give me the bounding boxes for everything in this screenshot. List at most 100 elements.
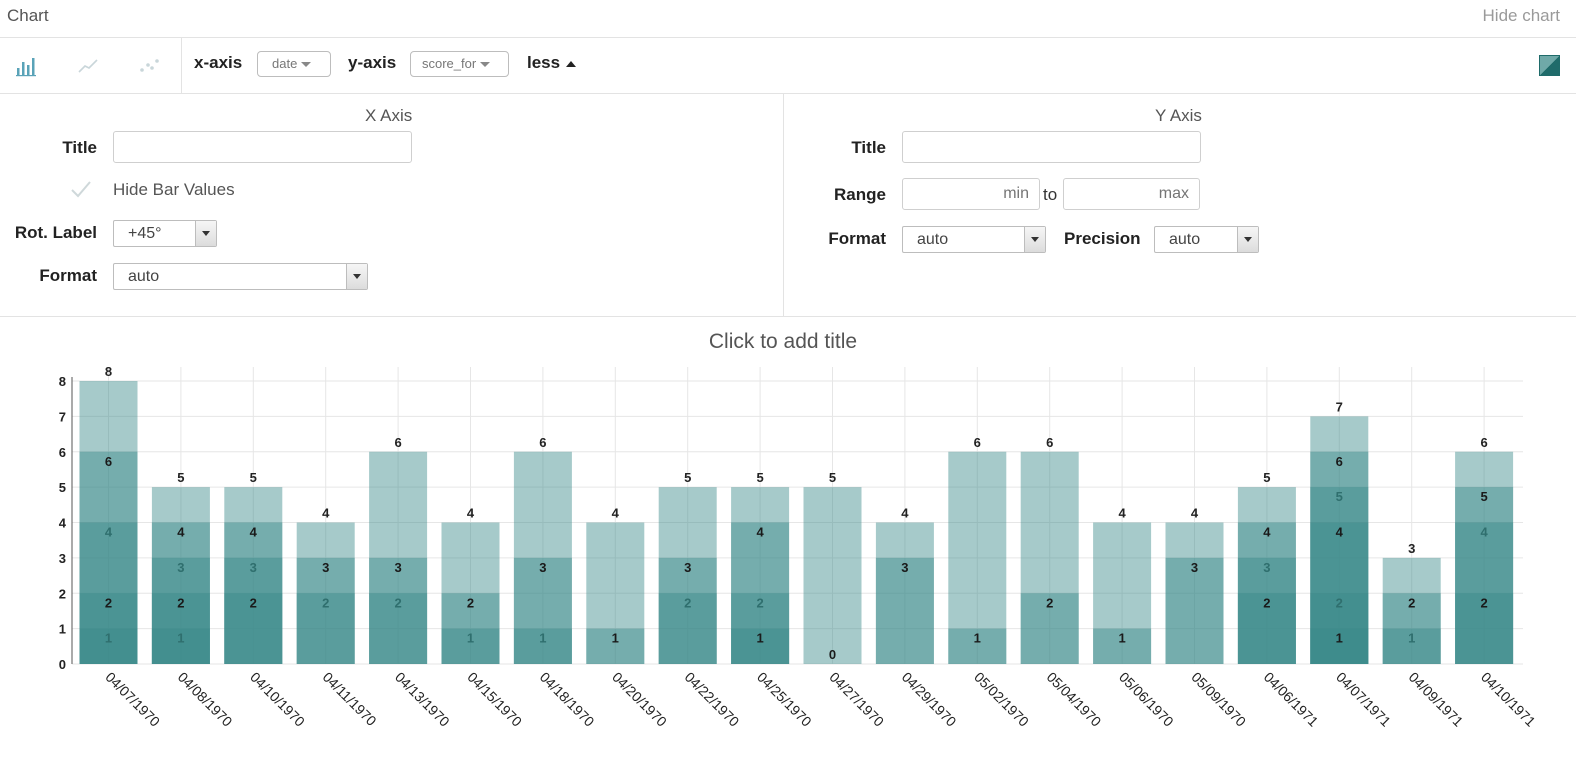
x-tick-label: 04/29/1970 [899, 669, 960, 730]
bar-value-label: 4 [250, 525, 258, 540]
bar-value-label: 4 [756, 525, 764, 540]
bar [151, 593, 210, 664]
x-tick-label: 05/09/1970 [1188, 669, 1249, 730]
range-max-input[interactable] [1063, 178, 1200, 210]
bar-value-label: 5 [1263, 470, 1270, 485]
bar-value-label: 6 [1046, 435, 1053, 450]
bar [369, 557, 428, 664]
x-axis-dropdown[interactable]: date [257, 51, 331, 77]
x-axis-dropdown-value: date [272, 56, 298, 71]
bar-value-label: 4 [1263, 525, 1271, 540]
bar [1237, 593, 1296, 664]
bar-value-label: 2 [177, 595, 184, 610]
bar [948, 628, 1007, 664]
bar [1310, 628, 1369, 664]
bar [224, 593, 283, 664]
bar-chart: 0 1 2 3 4 5 6 7 8 8 6 4 2 1 5 4 3 2 1 5 4 3 2 4 3 2 6 3 2 4 2 1 6 3 1 4 1 5 3 2… [59, 364, 1539, 730]
bar-value-label: 2 [1408, 595, 1415, 610]
y-format-select[interactable]: auto [902, 226, 1046, 253]
bar-value-label: 6 [974, 435, 981, 450]
bar [1020, 593, 1079, 664]
bar-value-label: 2 [1336, 595, 1343, 610]
rot-label-select[interactable]: +45° [113, 220, 217, 247]
bar-value-label: 2 [756, 595, 763, 610]
chevron-up-icon [566, 60, 577, 67]
y-tick-label: 1 [59, 622, 66, 637]
bar-value-label: 0 [829, 647, 836, 662]
bar [441, 593, 500, 664]
bar-value-label: 3 [1191, 560, 1198, 575]
bar [151, 628, 210, 664]
x-tick-label: 04/06/1971 [1261, 669, 1322, 730]
bar [1310, 487, 1369, 664]
bar-value-label: 4 [1336, 525, 1344, 540]
y-axis-section-title: Y Axis [1155, 106, 1202, 125]
bar [586, 522, 645, 664]
x-title-input[interactable] [113, 131, 412, 163]
hide-bar-values-label[interactable]: Hide Bar Values [113, 180, 235, 199]
bar [731, 487, 790, 664]
bar-value-label: 5 [829, 470, 836, 485]
bar [1455, 451, 1514, 664]
color-swatch-button[interactable] [1539, 55, 1560, 76]
range-min-input[interactable] [902, 178, 1040, 210]
y-title-input[interactable] [902, 131, 1201, 163]
x-tick-label: 04/27/1970 [826, 669, 887, 730]
x-axis-label: x-axis [194, 53, 243, 72]
bar [658, 593, 717, 664]
bar-value-label: 3 [901, 560, 908, 575]
bar-value-label: 2 [394, 595, 401, 610]
chart-toolbar: x-axis date y-axis score_for less [0, 38, 1576, 94]
range-label: Range [834, 185, 886, 204]
bar-value-label: 4 [1191, 506, 1199, 521]
x-tick-label: 04/07/1971 [1333, 669, 1394, 730]
bar-value-label: 1 [756, 631, 763, 646]
x-tick-label: 04/13/1970 [392, 669, 453, 730]
checkmark-icon[interactable] [70, 179, 92, 199]
x-format-select[interactable]: auto [113, 263, 368, 290]
bar-value-label: 6 [1336, 454, 1343, 469]
bar [369, 451, 428, 664]
x-format-label: Format [39, 266, 97, 285]
bar [224, 487, 283, 664]
bar-value-label: 2 [1046, 595, 1053, 610]
x-tick-label: 05/02/1970 [971, 669, 1032, 730]
y-tick-label: 7 [59, 409, 66, 424]
bar [224, 557, 283, 664]
bar [948, 451, 1007, 664]
bar-value-label: 6 [1480, 435, 1487, 450]
less-toggle[interactable]: less [527, 53, 577, 73]
bar [1382, 593, 1441, 664]
bar [1455, 593, 1514, 664]
bar-value-label: 4 [105, 525, 113, 540]
line-chart-icon[interactable] [76, 52, 102, 78]
x-tick-label: 04/18/1970 [537, 669, 598, 730]
y-axis-dropdown[interactable]: score_for [410, 51, 509, 77]
bar-value-label: 1 [1408, 631, 1415, 646]
hide-chart-link[interactable]: Hide chart [1482, 6, 1560, 25]
x-tick-label: 04/11/1970 [320, 669, 380, 729]
bar [875, 522, 934, 664]
y-title-label: Title [851, 138, 886, 157]
scatter-chart-icon[interactable] [137, 52, 163, 78]
x-tick-label: 04/08/1970 [175, 669, 236, 730]
bar [658, 557, 717, 664]
y-format-value: auto [917, 231, 949, 248]
bar [224, 522, 283, 664]
bar-value-label: 4 [322, 506, 330, 521]
y-tick-label: 0 [59, 657, 66, 672]
y-tick-label: 6 [59, 445, 66, 460]
x-axis-section-title: X Axis [365, 106, 413, 125]
chart-title-placeholder[interactable]: Click to add title [708, 330, 858, 353]
chevron-down-icon [480, 62, 491, 68]
precision-select[interactable]: auto [1154, 226, 1259, 253]
bar-value-label: 3 [1263, 560, 1270, 575]
axis-settings-panel: X Axis Title Hide Bar Values Rot. Label … [0, 94, 1576, 317]
bar [1310, 416, 1369, 664]
bar-value-label: 3 [684, 560, 691, 575]
bar-value-label: 2 [1480, 595, 1487, 610]
bar-value-label: 3 [322, 560, 329, 575]
bar-chart-icon[interactable] [14, 52, 40, 78]
bar [441, 628, 500, 664]
chart-header: Chart Hide chart [0, 0, 1576, 38]
